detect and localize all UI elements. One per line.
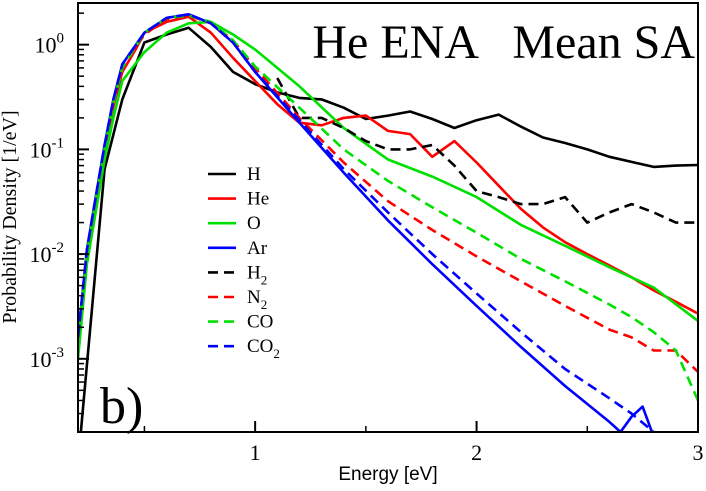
series-layer	[78, 13, 698, 432]
x-axis-label: Energy [eV]	[338, 464, 437, 485]
x-tick-label: 3	[693, 440, 704, 465]
legend-label: He	[247, 189, 269, 210]
chart-title: He ENA Mean SA	[312, 16, 695, 69]
y-tick-label: 10-2	[30, 240, 65, 267]
x-tick-label: 1	[250, 440, 261, 465]
legend-label: O	[247, 213, 261, 234]
series-line-h2-dashed	[276, 77, 698, 224]
series-line-o	[78, 20, 698, 359]
y-axis-label: Probability Density [1/eV]	[0, 110, 21, 323]
plot-frame	[77, 2, 699, 433]
series-line-he	[78, 15, 698, 341]
legend-label: H	[247, 164, 261, 185]
x-tick-label: 2	[471, 440, 482, 465]
legend-label: Ar	[247, 238, 268, 259]
series-line-h	[79, 26, 698, 432]
y-tick-label: 100	[35, 31, 65, 58]
legend-label: CO	[247, 312, 273, 333]
plot-area	[78, 3, 698, 432]
series-line-co2-dashed	[78, 13, 656, 432]
y-tick-label: 10-3	[30, 345, 65, 372]
y-tick-label: 10-1	[30, 135, 65, 162]
panel-label: b)	[100, 378, 143, 435]
